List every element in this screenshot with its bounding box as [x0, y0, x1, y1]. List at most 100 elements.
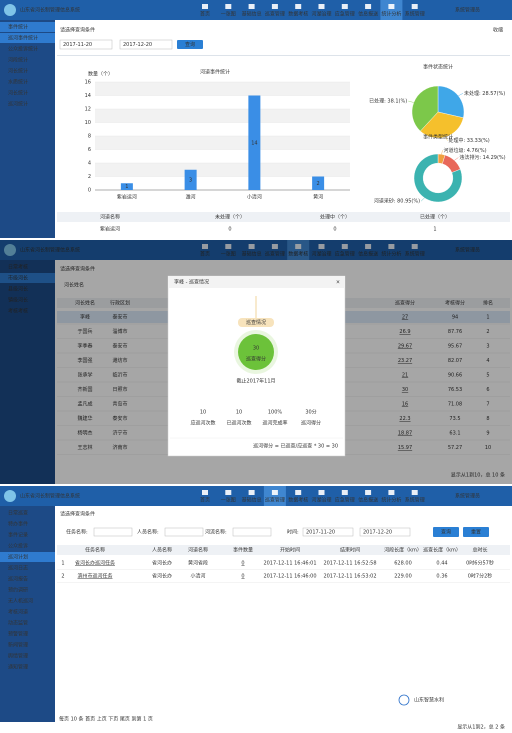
sidebar-item[interactable]: 巡河计划 [8, 554, 28, 561]
button-label[interactable]: 重置 [471, 529, 481, 536]
cell: 0时7分2秒 [468, 573, 493, 580]
column-header: 巡查长度（km） [423, 547, 461, 554]
nav-item[interactable]: 统计分析 [381, 251, 401, 258]
sidebar-item[interactable]: 舆情管理 [8, 653, 28, 660]
sidebar-item[interactable]: 巡河日志 [8, 565, 28, 572]
nav-item[interactable]: 数据考核 [288, 251, 308, 258]
nav-icon [341, 244, 348, 249]
sidebar-item[interactable]: 考核河道 [8, 609, 28, 616]
sidebar-item[interactable]: 特办事件 [8, 521, 28, 528]
sidebar-item[interactable]: 日常考核 [8, 264, 28, 271]
sidebar-item[interactable]: 日常巡查 [8, 510, 28, 517]
sidebar-item[interactable]: 公众投诉统计 [8, 46, 38, 53]
cell: 2017-12-11 16:53:02 [323, 574, 376, 580]
x-tick-label: 黄河 [313, 194, 323, 201]
y-tick-label: 0 [88, 188, 91, 194]
bar [120, 183, 133, 190]
cell: 71.08 [448, 402, 462, 408]
modal-close[interactable]: × [336, 280, 340, 286]
filter-label: 河流名称: [205, 529, 227, 536]
sidebar-item[interactable]: 新闻管理 [8, 642, 28, 649]
y-tick-label: 2 [88, 174, 91, 180]
button-label[interactable]: 查询 [441, 529, 451, 536]
sidebar-item[interactable]: 河段统计 [8, 57, 28, 64]
sidebar-item[interactable]: 公众投诉 [8, 543, 28, 550]
bar-label: 14 [251, 140, 257, 146]
nav-icon [365, 4, 372, 9]
sidebar-item[interactable]: 县级河长 [8, 286, 28, 293]
sidebar-item[interactable]: 预约调研 [8, 587, 28, 594]
nav-item[interactable]: 基础信息 [242, 251, 262, 258]
nav-item[interactable]: 基础信息 [242, 497, 262, 504]
sidebar-item[interactable]: 镇级河长 [8, 297, 28, 304]
sidebar-item[interactable]: 巡河报告 [8, 576, 28, 583]
cell: 泰安市 [112, 415, 127, 422]
sidebar-item[interactable]: 动态监管 [8, 620, 28, 627]
sidebar-item[interactable]: 巡河事件统计 [8, 35, 38, 42]
nav-item[interactable]: 系统管理 [405, 11, 425, 18]
nav-item[interactable]: 系统管理 [405, 497, 425, 504]
nav-item[interactable]: 数据考核 [288, 497, 308, 504]
stat-value: 10 [200, 410, 206, 416]
sidebar-item[interactable]: 河长统计 [8, 90, 28, 97]
sidebar-item[interactable]: 预警管理 [8, 631, 28, 638]
nav-item[interactable]: 基础信息 [242, 11, 262, 18]
cell: 小清河 [190, 573, 205, 580]
sidebar-item[interactable]: 事件统计 [8, 24, 28, 31]
date-input [119, 39, 173, 50]
sidebar-item[interactable]: 通知管理 [8, 664, 28, 671]
nav-item[interactable]: 一张图 [221, 497, 236, 504]
nav-item[interactable]: 应急管理 [335, 497, 355, 504]
divider [57, 55, 510, 56]
sidebar-item[interactable]: 市级河长 [8, 275, 28, 282]
nav-item[interactable]: 首页 [200, 251, 210, 258]
sidebar-item[interactable]: 河长统计 [8, 68, 28, 75]
bar-label: 3 [189, 177, 192, 183]
nav-item[interactable]: 首页 [200, 497, 210, 504]
cell: 泰安市 [112, 343, 127, 350]
nav-item[interactable]: 一张图 [221, 251, 236, 258]
sidebar-item[interactable]: 水质统计 [8, 79, 28, 86]
sidebar-item[interactable]: 考核考核 [8, 308, 28, 315]
nav-item[interactable]: 信息报送 [358, 251, 378, 258]
cell: 16 [402, 402, 408, 408]
nav-icon [202, 244, 208, 249]
nav-item[interactable]: 统计分析 [381, 497, 401, 504]
nav-item[interactable]: 河湖治理 [311, 11, 331, 18]
pie-slice [420, 111, 464, 139]
nav-item[interactable]: 应急管理 [335, 251, 355, 258]
text-input [232, 527, 272, 537]
cell: 0 [241, 574, 244, 580]
nav-item[interactable]: 数据考核 [288, 11, 308, 18]
nav-item[interactable]: 巡查管理 [265, 11, 285, 18]
cell: 6 [486, 387, 489, 393]
cell: 杨明杰 [77, 430, 92, 437]
column-header: 总时长 [472, 547, 487, 554]
nav-item[interactable]: 首页 [200, 11, 210, 18]
cell: 57.27 [448, 445, 462, 451]
nav-icon [388, 244, 395, 249]
nav-item[interactable]: 河湖治理 [311, 497, 331, 504]
cell: 73.5 [449, 416, 460, 422]
sidebar-item[interactable]: 无人机巡河 [8, 598, 33, 605]
nav-item[interactable]: 巡查管理 [265, 497, 285, 504]
nav-item[interactable]: 信息报送 [358, 497, 378, 504]
sidebar-item[interactable]: 巡河统计 [8, 101, 28, 108]
cell: 张承学 [77, 372, 92, 379]
chart-title: 事件状态统计 [423, 64, 453, 71]
nav-item[interactable]: 应急管理 [335, 11, 355, 18]
user-name: 系统管理员 [455, 7, 480, 14]
nav-item[interactable]: 统计分析 [381, 11, 401, 18]
pager-info: 显示从1到2，总 2 条 [457, 724, 505, 731]
nav-item[interactable]: 一张图 [221, 11, 236, 18]
nav-item[interactable]: 河湖治理 [311, 251, 331, 258]
label-line [454, 157, 459, 161]
watermark-icon [398, 694, 410, 706]
nav-item[interactable]: 信息报送 [358, 11, 378, 18]
nav-item[interactable]: 巡查管理 [265, 251, 285, 258]
sidebar-item[interactable]: 事件记录 [8, 532, 28, 539]
nav-item[interactable]: 系统管理 [405, 251, 425, 258]
nav-icon [295, 490, 302, 495]
cell: 省河长办巡河任务 [75, 560, 115, 567]
cell: 15.97 [398, 445, 412, 451]
